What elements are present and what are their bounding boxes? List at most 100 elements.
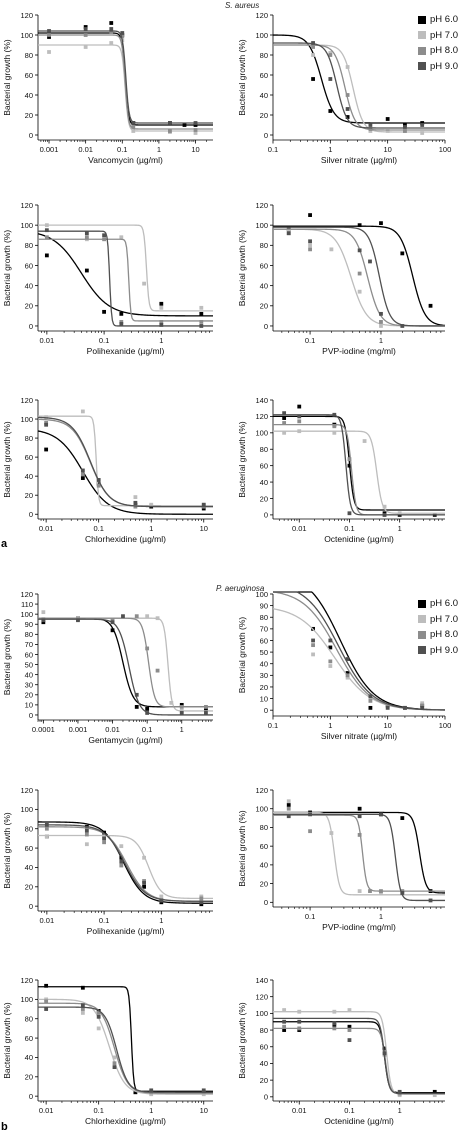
- fit-curve-series-1: [37, 430, 213, 515]
- data-point: [385, 705, 390, 710]
- data-point: [282, 1028, 287, 1032]
- x-tick-label: 1: [157, 145, 161, 154]
- data-point: [119, 322, 124, 326]
- fit-curve-series-4: [273, 226, 445, 327]
- data-point: [357, 814, 362, 819]
- section-title-s-aureus: S. aureus: [225, 1, 260, 10]
- fit-curve-series-2: [273, 1011, 445, 1095]
- fit-curve-series-3: [273, 44, 445, 131]
- data-point: [199, 896, 204, 901]
- data-point: [80, 468, 85, 473]
- y-tick-label: 0: [29, 902, 33, 911]
- legend-bottom: pH 6.0 pH 7.0 pH 8.0 pH 9.0: [418, 596, 458, 658]
- data-point: [308, 247, 312, 252]
- data-point: [44, 999, 49, 1004]
- y-tick-label: 100: [255, 221, 268, 230]
- data-point: [155, 668, 160, 673]
- data-point: [328, 77, 333, 81]
- data-point: [96, 1011, 101, 1015]
- fit-curve-series-3: [38, 34, 213, 130]
- x-tick-label: 0.1: [99, 916, 109, 925]
- y-tick-label: 40: [25, 472, 33, 481]
- data-point: [102, 233, 106, 238]
- data-point: [286, 228, 291, 233]
- data-point: [155, 616, 160, 621]
- data-point: [199, 311, 204, 316]
- data-point: [362, 439, 367, 443]
- data-point: [179, 709, 184, 713]
- y-tick-label: 100: [20, 31, 33, 40]
- data-point: [311, 45, 315, 49]
- legend-swatch: [418, 62, 426, 71]
- data-point: [109, 41, 114, 45]
- data-point: [102, 237, 106, 242]
- data-point: [357, 248, 362, 253]
- data-point: [84, 235, 89, 240]
- data-point: [420, 705, 425, 710]
- legend-swatch: [418, 46, 426, 55]
- data-point: [179, 702, 184, 707]
- data-point: [110, 618, 115, 623]
- x-tick-label: 0.01: [292, 1106, 307, 1115]
- data-point: [109, 21, 114, 25]
- y-tick-label: 80: [25, 825, 33, 834]
- y-tick-label: 80: [260, 51, 268, 60]
- data-point: [368, 889, 372, 893]
- chart-panel-6: 0 20 40 60 80 100 120 140 0.01 0.1 1 Octenidine (µg…: [237, 396, 445, 544]
- y-tick-label: 0: [264, 898, 268, 907]
- y-tick-label: 50: [25, 660, 33, 669]
- data-point: [328, 638, 333, 643]
- data-point: [420, 121, 425, 125]
- data-point: [112, 1055, 117, 1060]
- data-point: [329, 831, 334, 835]
- x-axis-label: Polihexanide (µg/ml): [87, 346, 165, 356]
- y-tick-label: 80: [260, 241, 268, 250]
- data-point: [297, 404, 302, 409]
- data-point: [379, 320, 383, 324]
- data-point: [311, 53, 315, 57]
- y-tick-label: 120: [255, 412, 268, 421]
- data-point: [83, 45, 88, 49]
- y-tick-label: 120: [20, 11, 33, 20]
- data-point: [159, 301, 164, 306]
- data-point: [332, 1026, 337, 1031]
- data-point: [149, 502, 154, 507]
- data-point: [193, 123, 198, 127]
- data-point: [109, 27, 114, 31]
- data-point: [201, 502, 206, 507]
- fit-curve-series-3: [273, 423, 445, 516]
- data-point: [142, 281, 146, 286]
- fit-curve-series-2: [272, 608, 446, 711]
- y-tick-label: 40: [260, 660, 268, 669]
- data-point: [133, 502, 138, 507]
- fit-curve-series-2: [38, 834, 213, 900]
- y-tick-label: 40: [260, 861, 268, 870]
- data-point: [282, 430, 287, 435]
- y-axis-label: Bacterial growth (%): [237, 230, 247, 307]
- y-tick-label: 0: [29, 131, 33, 140]
- data-point: [83, 25, 88, 29]
- x-tick-label: 0.1: [117, 145, 127, 154]
- y-tick-label: 100: [20, 995, 33, 1004]
- data-point: [204, 704, 208, 709]
- fit-curve-series-4: [37, 416, 213, 508]
- data-point: [149, 1088, 154, 1093]
- data-point: [84, 231, 89, 236]
- data-point: [385, 703, 390, 708]
- y-tick-label: 60: [25, 453, 33, 462]
- data-point: [328, 51, 333, 55]
- y-tick-label: 0: [264, 1093, 268, 1102]
- data-point: [168, 129, 172, 133]
- data-point: [332, 1021, 337, 1026]
- data-point: [345, 65, 350, 69]
- y-tick-label: 20: [260, 683, 268, 692]
- x-tick-label: 0.1: [305, 336, 315, 345]
- data-point: [41, 620, 46, 625]
- y-tick-label: 110: [21, 600, 33, 609]
- data-point: [142, 879, 146, 883]
- data-point: [403, 125, 407, 129]
- y-tick-label: 120: [20, 201, 33, 210]
- x-tick-label: 10: [383, 145, 391, 154]
- data-point: [119, 863, 124, 868]
- data-point: [41, 610, 46, 615]
